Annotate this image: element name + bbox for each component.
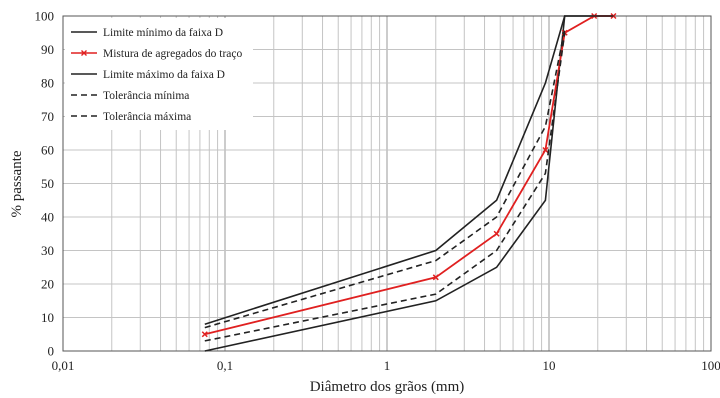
y-tick-label: 20 [41, 277, 54, 292]
y-tick-label: 30 [41, 243, 54, 258]
y-tick-labels: 0 10 20 30 40 50 60 70 80 90 100 [35, 9, 55, 359]
series-line [204, 15, 614, 325]
data-point [493, 230, 500, 237]
series-line [204, 32, 566, 342]
x-tick-label: 1 [384, 358, 391, 373]
y-tick-label: 100 [35, 9, 55, 24]
legend-marker [81, 50, 87, 56]
x-tick-label: 10 [543, 358, 556, 373]
data-point [201, 331, 208, 338]
x-tick-label: 0,1 [217, 358, 233, 373]
y-tick-label: 50 [41, 176, 54, 191]
y-tick-label: 80 [41, 76, 54, 91]
x-tick-labels: 0,01 0,1 1 10 100 [52, 358, 720, 373]
legend-label: Tolerância máxima [103, 111, 191, 123]
y-tick-label: 70 [41, 109, 54, 124]
y-tick-label: 0 [48, 344, 55, 359]
y-tick-label: 40 [41, 210, 54, 225]
y-tick-label: 90 [41, 42, 54, 57]
x-tick-label: 100 [701, 358, 720, 373]
y-tick-label: 60 [41, 143, 54, 158]
y-tick-label: 10 [41, 310, 54, 325]
data-point [542, 146, 549, 154]
legend-label: Mistura de agregados do traço [103, 48, 242, 60]
legend-label: Tolerância mínima [103, 90, 189, 102]
legend: Limite mínimo da faixa D Mistura de agreg… [65, 18, 253, 130]
legend-label: Limite mínimo da faixa D [103, 27, 223, 39]
series-lines [201, 12, 617, 352]
legend-label: Limite máximo da faixa D [103, 69, 225, 81]
series-line [204, 29, 566, 329]
y-axis-label: % passante [9, 150, 25, 217]
data-point [432, 274, 439, 281]
plot-area-border [62, 15, 712, 352]
series-line [204, 15, 614, 336]
x-tick-label: 0,01 [52, 358, 75, 373]
x-axis-label: Diâmetro dos grãos (mm) [310, 379, 465, 395]
